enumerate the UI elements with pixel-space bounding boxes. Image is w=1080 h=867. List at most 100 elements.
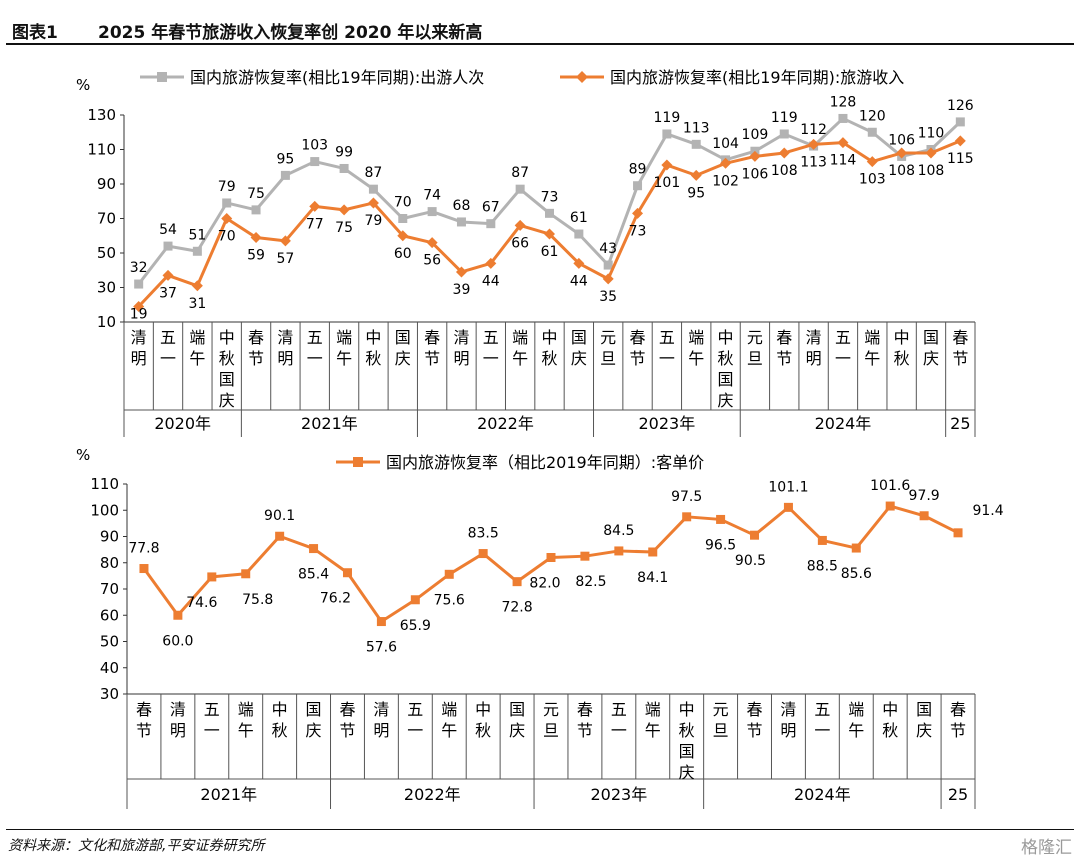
data-point	[279, 235, 291, 247]
data-label: 101.6	[870, 478, 910, 494]
x-tick-label-char: 午	[441, 721, 457, 740]
x-tick-label-char: 五	[659, 328, 675, 347]
data-label: 113	[683, 120, 710, 136]
x-tick-label-char: 午	[848, 721, 864, 740]
x-group-label: 2020年	[154, 414, 211, 433]
data-point	[162, 269, 174, 281]
data-point	[455, 266, 467, 278]
data-point	[427, 207, 437, 217]
x-tick-label-char: 端	[238, 700, 254, 719]
data-label: 128	[830, 94, 857, 110]
x-tick-label-char: 庆	[395, 349, 411, 368]
data-label: 66	[511, 235, 529, 251]
data-point	[251, 205, 261, 215]
data-label: 84.1	[637, 570, 668, 586]
data-point	[397, 230, 409, 242]
y-tick-label: 40	[100, 659, 119, 677]
x-tick-label-char: 一	[483, 349, 499, 368]
data-label: 108	[771, 163, 798, 179]
x-tick-label-char: 清	[277, 328, 293, 347]
data-label: 109	[742, 127, 769, 143]
x-tick-label-char: 一	[160, 349, 176, 368]
data-label: 126	[947, 98, 974, 114]
data-label: 89	[629, 162, 647, 178]
data-label: 91.4	[972, 503, 1003, 519]
y-unit-label: %	[76, 76, 90, 94]
x-tick-label-char: 中	[894, 328, 910, 347]
data-point	[633, 181, 643, 191]
data-label: 114	[830, 153, 857, 169]
data-point	[955, 117, 965, 127]
data-point	[614, 546, 624, 556]
data-point	[662, 129, 672, 139]
data-label: 99	[335, 144, 353, 160]
y-tick-label: 80	[100, 554, 119, 572]
y-unit-label: %	[76, 446, 90, 464]
x-tick-label-char: 节	[577, 721, 593, 740]
y-tick-label: 70	[97, 210, 116, 228]
y-tick-label: 10	[97, 313, 116, 331]
x-tick-label-char: 明	[373, 721, 389, 740]
header-rule	[6, 43, 1074, 45]
x-tick-label-char: 庆	[306, 721, 322, 740]
x-tick-label-char: 国	[306, 700, 322, 719]
x-tick-label-char: 春	[424, 328, 440, 347]
x-tick-label-char: 节	[424, 349, 440, 368]
x-group-label: 25	[948, 785, 968, 804]
data-point	[515, 184, 525, 194]
data-point	[398, 214, 408, 223]
x-tick-label-char: 秋	[894, 349, 910, 368]
x-tick-label-char: 国	[923, 328, 939, 347]
data-label: 51	[188, 227, 206, 243]
data-label: 90.1	[264, 508, 295, 524]
x-tick-label-char: 节	[248, 349, 264, 368]
data-label: 54	[159, 222, 177, 238]
data-point	[866, 156, 878, 168]
x-tick-label-char: 秋	[219, 349, 235, 368]
y-tick-label: 110	[90, 475, 119, 493]
x-tick-label-char: 一	[204, 721, 220, 740]
x-tick-label-char: 春	[952, 328, 968, 347]
data-point	[222, 198, 232, 208]
x-tick-label-char: 五	[483, 328, 499, 347]
data-point	[338, 204, 350, 216]
data-point	[376, 617, 386, 627]
data-point	[837, 137, 849, 149]
data-label: 102	[712, 173, 739, 189]
data-label: 37	[159, 285, 177, 301]
x-tick-label-char: 中	[541, 328, 557, 347]
x-group-label: 2022年	[404, 785, 461, 804]
data-point	[580, 551, 590, 561]
y-tick-label: 50	[97, 244, 116, 262]
data-point	[310, 157, 320, 167]
x-tick-label-char: 清	[453, 328, 469, 347]
data-label: 90.5	[735, 553, 766, 569]
data-label: 61	[541, 244, 559, 260]
x-tick-label-char: 五	[160, 328, 176, 347]
x-tick-label-char: 元	[747, 328, 763, 347]
data-point	[207, 572, 217, 582]
data-label: 65.9	[400, 618, 431, 634]
x-tick-label-char: 国	[679, 742, 695, 761]
x-tick-label-char: 节	[952, 349, 968, 368]
data-label: 82.5	[575, 574, 606, 590]
data-point	[778, 147, 790, 159]
x-tick-label-char: 端	[336, 328, 352, 347]
y-tick-label: 70	[100, 580, 119, 598]
x-tick-label-char: 春	[776, 328, 792, 347]
y-tick-label: 90	[97, 175, 116, 193]
data-point	[838, 113, 848, 123]
data-point	[750, 530, 760, 540]
data-point	[749, 150, 761, 162]
data-point	[691, 139, 701, 149]
x-tick-label-char: 春	[630, 328, 646, 347]
x-tick-label-char: 庆	[571, 349, 587, 368]
data-label: 106	[742, 166, 769, 182]
data-point	[134, 279, 144, 289]
x-tick-label-char: 旦	[600, 349, 616, 368]
x-tick-label-char: 午	[864, 349, 880, 368]
x-tick-label-char: 旦	[543, 721, 559, 740]
x-group-label: 2023年	[590, 785, 647, 804]
x-tick-label-char: 庆	[923, 349, 939, 368]
data-label: 87	[365, 165, 383, 181]
